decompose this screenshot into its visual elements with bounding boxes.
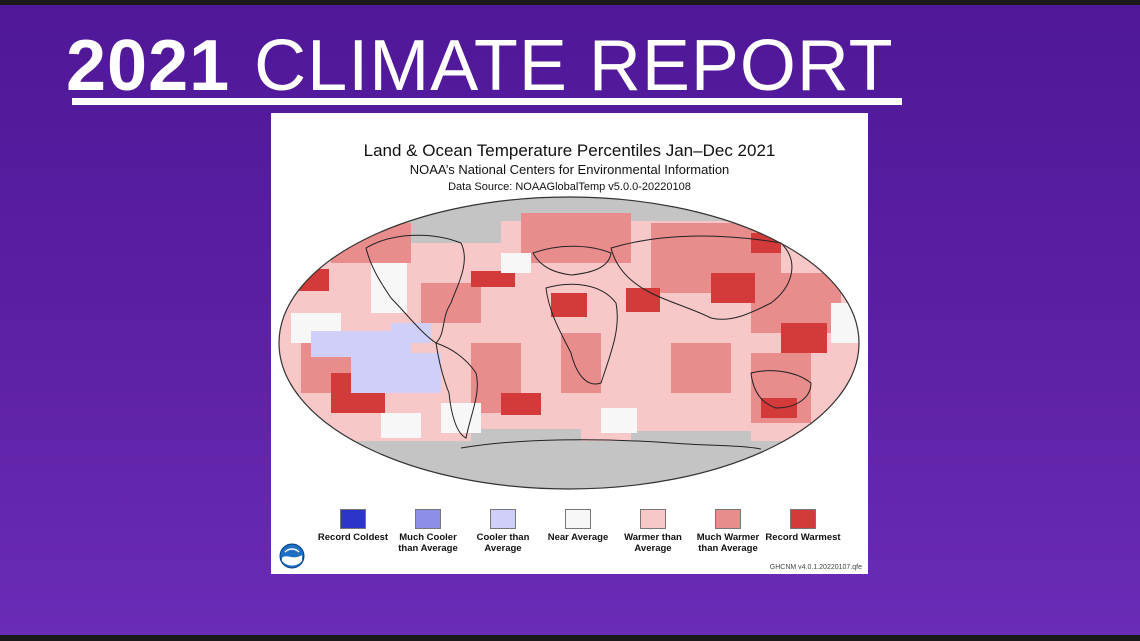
legend-warmer: Warmer than Average: [613, 509, 693, 554]
legend-much-cooler: Much Cooler than Average: [388, 509, 468, 554]
headline-text: CLIMATE REPORT: [254, 26, 894, 106]
legend-record-warmest: Record Warmest: [763, 509, 843, 543]
figure-title: Land & Ocean Temperature Percentiles Jan…: [363, 141, 776, 160]
legend-near-average: Near Average: [538, 509, 618, 543]
map-figure-panel: Land & Ocean Temperature Percentiles Jan…: [271, 113, 868, 574]
figure-source: Data Source: NOAAGlobalTemp v5.0.0-20220…: [448, 181, 691, 193]
legend-swatch: [715, 509, 741, 529]
legend-record-coldest: Record Coldest: [313, 509, 393, 543]
legend-swatch: [415, 509, 441, 529]
figure-subtitle: NOAA’s National Centers for Environmenta…: [409, 162, 730, 177]
legend-swatch: [340, 509, 366, 529]
world-temperature-map: [278, 196, 860, 490]
legend-much-warmer: Much Warmer than Average: [688, 509, 768, 554]
map-legend: Record Coldest Much Cooler than Average …: [271, 509, 868, 569]
noaa-logo-icon: [279, 543, 305, 569]
legend-swatch: [490, 509, 516, 529]
continent-outlines: [365, 234, 812, 450]
figure-credit: GHCNM v4.0.1.20220107.qfe: [769, 564, 862, 571]
legend-swatch: [790, 509, 816, 529]
headline-year: 2021: [66, 26, 231, 106]
legend-swatch: [565, 509, 591, 529]
legend-cooler: Cooler than Average: [463, 509, 543, 554]
headline-underline: [72, 98, 902, 105]
legend-swatch: [640, 509, 666, 529]
headline: 2021 CLIMATE REPORT: [66, 26, 894, 106]
bottom-frame-bar: [0, 635, 1140, 641]
top-frame-bar: [0, 0, 1140, 5]
